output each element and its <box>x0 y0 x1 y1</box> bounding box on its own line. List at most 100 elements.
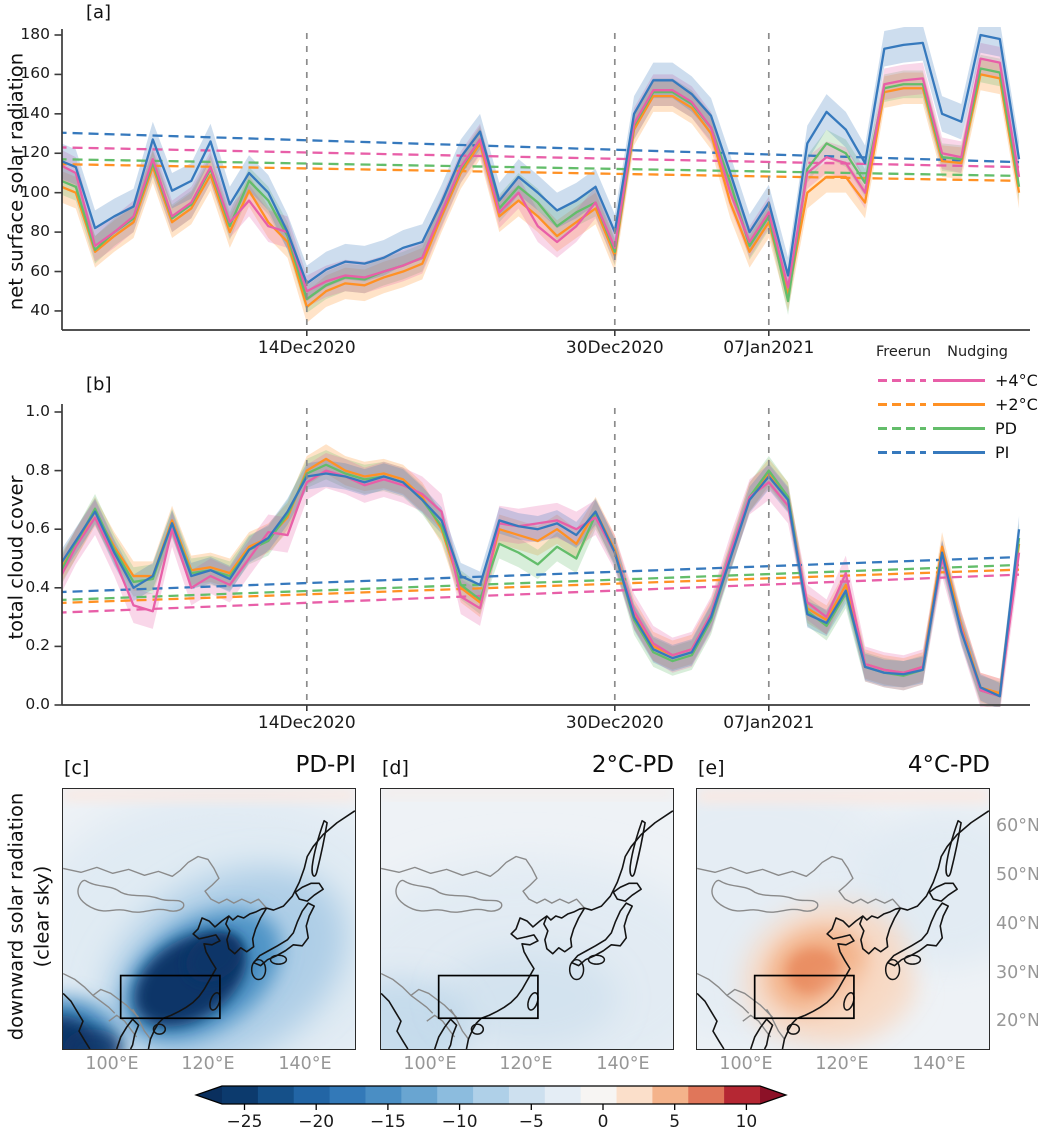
coastline <box>928 882 958 902</box>
coastline <box>433 1018 458 1049</box>
panel-d-tag: [d] <box>382 757 409 779</box>
coastline <box>294 882 324 902</box>
island-coastline <box>152 1023 167 1035</box>
colorbar-segment <box>652 1086 689 1104</box>
nudging-line-pink <box>62 57 1021 293</box>
anomaly-shading <box>63 1029 123 1049</box>
colorbar-tick-label: −25 <box>226 1112 263 1132</box>
coastline <box>252 902 315 967</box>
coastline <box>266 810 355 911</box>
y-tick-label: 0.6 <box>25 519 50 538</box>
island-coastline <box>884 958 901 981</box>
y-tick-label: 0.2 <box>25 636 50 655</box>
y-tick-label: 0.4 <box>25 577 50 596</box>
x-tick-label: 14Dec2020 <box>257 338 356 358</box>
country-border <box>92 988 140 1018</box>
x-tick-label: 30Dec2020 <box>565 713 664 733</box>
x-tick-label: 14Dec2020 <box>257 713 356 733</box>
freerun-dash-sample <box>878 426 926 430</box>
x-tick-label: 07Jan2021 <box>723 338 815 358</box>
country-border <box>726 988 774 1018</box>
nudging-solid-sample <box>933 450 985 454</box>
coastline <box>629 819 646 877</box>
lon-tick-label: 100°E <box>85 1054 139 1074</box>
lon-tick-label: 120°E <box>499 1054 553 1074</box>
country-border <box>742 1014 772 1038</box>
y-tick-label: 40 <box>30 300 50 319</box>
island-coastline <box>786 1023 801 1035</box>
coastline <box>697 992 725 1049</box>
y-tick-label: 140 <box>20 103 50 122</box>
coastline <box>749 1018 774 1049</box>
map-pd-pi <box>62 788 356 1050</box>
legend-label: +4°C <box>995 370 1038 390</box>
freerun-trend-blue <box>62 131 1020 164</box>
freerun-trend-pink <box>62 146 1020 169</box>
y-tick-label: 0.8 <box>25 460 50 479</box>
nudging-solid-sample <box>933 426 985 430</box>
legend-label: PI <box>995 442 1010 462</box>
study-region-box <box>437 974 539 1020</box>
coastline <box>900 810 989 911</box>
freerun-dash-sample <box>878 378 926 382</box>
lon-tick-label: 140°E <box>912 1054 966 1074</box>
maps-ylabel-line2: (clear sky) <box>30 865 54 968</box>
band-blue <box>62 460 1020 707</box>
colorbar-segment <box>688 1086 725 1104</box>
study-region-box <box>119 974 221 1020</box>
coastline <box>225 907 268 955</box>
panel-c-title: PD-PI <box>295 752 356 778</box>
legend-row-+2°C: +2°C <box>862 392 1038 416</box>
colorbar-segment <box>580 1086 618 1104</box>
country-border <box>697 855 902 909</box>
panel-b-tag: [b] <box>86 374 112 395</box>
panel-d-title: 2°C-PD <box>591 752 674 778</box>
country-border <box>426 1014 456 1038</box>
maps-ylabel-line1: downward solar radiation <box>4 792 28 1041</box>
y-tick-label: 100 <box>20 182 50 201</box>
island-coastline <box>903 954 922 965</box>
coastline <box>945 819 962 877</box>
coastline <box>781 915 864 1049</box>
nudging-line-blue <box>62 472 1021 698</box>
freerun-dash-sample <box>878 402 926 406</box>
lat-tick-label: 20°N <box>996 1011 1038 1031</box>
panel-e-title: 4°C-PD <box>907 752 990 778</box>
colorbar-segment <box>544 1086 582 1104</box>
legend-header-freerun: Freerun <box>876 344 932 360</box>
anomaly-shading <box>697 789 989 803</box>
y-tick-label: 160 <box>20 64 50 83</box>
country-border <box>63 972 116 1014</box>
coastline <box>584 810 673 911</box>
lon-tick-label: 120°E <box>181 1054 235 1074</box>
scenario-legend: Freerun Nudging +4°C +2°C PD PI <box>862 344 1038 464</box>
coastline <box>381 992 409 1049</box>
freerun-trend-pink <box>62 573 1020 614</box>
anomaly-shading <box>63 789 355 801</box>
y-tick-label: 1.0 <box>25 402 50 420</box>
colorbar-tick-label: 0 <box>597 1112 609 1132</box>
lat-tick-label: 60°N <box>996 816 1038 836</box>
lon-tick-label: 100°E <box>719 1054 773 1074</box>
lat-tick-label: 50°N <box>996 865 1038 885</box>
colorbar-outline <box>194 1085 788 1105</box>
colorbar-segment <box>365 1086 402 1104</box>
coastline <box>63 992 91 1049</box>
country-border <box>132 1008 152 1040</box>
colorbar-segment <box>473 1086 510 1104</box>
lat-tick-label: 40°N <box>996 914 1038 934</box>
y-tick-label: 120 <box>20 143 50 162</box>
panel-c-tag: [c] <box>64 757 90 779</box>
freerun-trend-green <box>62 563 1020 602</box>
legend-row-+4°C: +4°C <box>862 368 1038 392</box>
colorbar-segment <box>293 1086 331 1104</box>
country-border <box>410 988 458 1018</box>
colorbar-right-arrow <box>760 1086 786 1104</box>
coastline <box>543 907 586 955</box>
colorbar-segment <box>616 1086 653 1104</box>
panel-a-tag: [a] <box>86 2 112 23</box>
freerun-dash-sample <box>878 450 926 454</box>
legend-row-PI: PI <box>862 440 1038 464</box>
